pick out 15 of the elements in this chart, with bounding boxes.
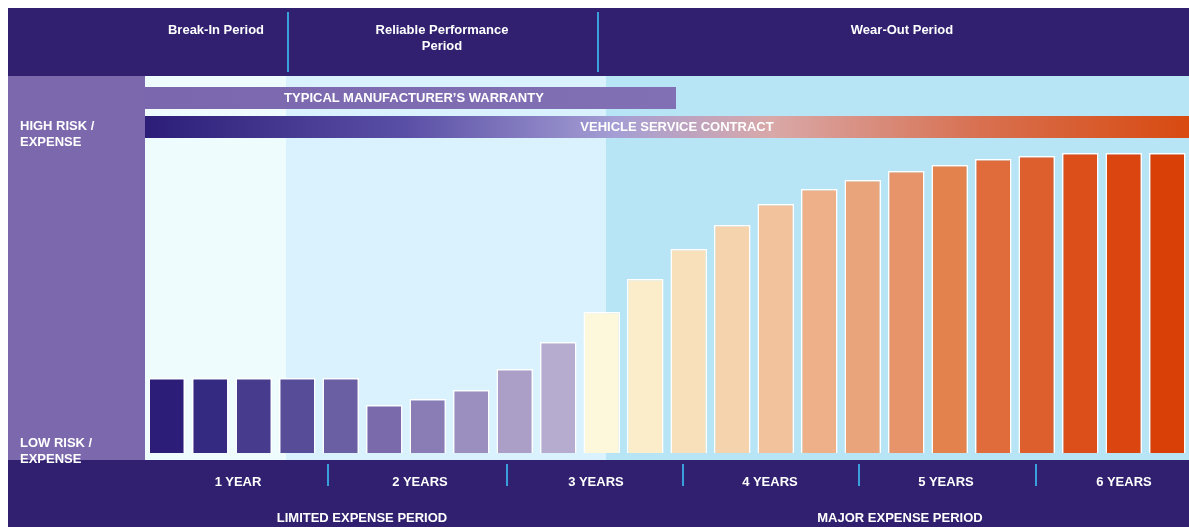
text: 5 YEARS <box>917 474 975 490</box>
text: 4 YEARS <box>741 474 799 490</box>
text: HIGH RISK / EXPENSE <box>19 118 96 150</box>
text: TYPICAL MANUFACTURER’S WARRANTY <box>283 90 545 106</box>
text: 2 YEARS <box>391 474 449 490</box>
text: Break-In Period <box>166 22 266 38</box>
text: Wear-Out Period <box>849 22 955 38</box>
text: 3 YEARS <box>567 474 625 490</box>
text: 6 YEARS <box>1095 474 1153 490</box>
text: 1 YEAR <box>213 474 263 490</box>
text: LOW RISK / EXPENSE <box>19 435 94 467</box>
text: Reliable Performance Period <box>374 22 510 54</box>
text: VEHICLE SERVICE CONTRACT <box>579 119 775 135</box>
text: LIMITED EXPENSE PERIOD <box>275 510 449 526</box>
text: MAJOR EXPENSE PERIOD <box>816 510 984 526</box>
